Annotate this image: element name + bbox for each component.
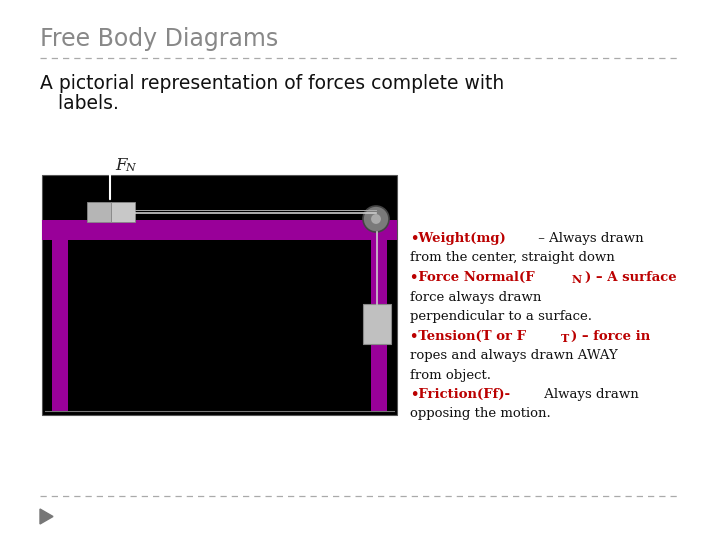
Bar [87, 202, 111, 222]
Text: perpendicular to a surface.: perpendicular to a surface. [410, 310, 592, 323]
Text: ) – force in: ) – force in [572, 329, 651, 342]
Circle shape [371, 214, 381, 224]
Bar [42, 220, 397, 240]
Text: •Force Normal(F: •Force Normal(F [410, 271, 535, 284]
Text: ropes and always drawn AWAY: ropes and always drawn AWAY [410, 349, 618, 362]
Text: from object.: from object. [410, 368, 491, 381]
Bar [42, 175, 397, 415]
Text: – Always drawn: – Always drawn [534, 232, 644, 245]
Text: force always drawn: force always drawn [410, 291, 541, 303]
Bar [363, 304, 391, 344]
Text: •Friction(Ff)-: •Friction(Ff)- [410, 388, 510, 401]
Text: •Tension(T or F: •Tension(T or F [410, 329, 526, 342]
Text: from the center, straight down: from the center, straight down [410, 252, 615, 265]
Text: F: F [115, 157, 127, 174]
Text: T: T [561, 333, 569, 343]
Text: A pictorial representation of forces complete with: A pictorial representation of forces com… [40, 74, 504, 93]
Text: Free Body Diagrams: Free Body Diagrams [40, 27, 278, 51]
Text: opposing the motion.: opposing the motion. [410, 408, 551, 421]
Circle shape [363, 206, 389, 232]
Text: •Weight(mg): •Weight(mg) [410, 232, 505, 245]
Text: Always drawn: Always drawn [540, 388, 639, 401]
Text: ) – A surface: ) – A surface [585, 271, 677, 284]
Bar [111, 202, 135, 222]
Text: N: N [125, 163, 135, 173]
Text: N: N [572, 274, 582, 285]
Polygon shape [40, 509, 53, 524]
Bar [371, 240, 387, 411]
Text: labels.: labels. [40, 94, 119, 113]
Bar [52, 240, 68, 411]
